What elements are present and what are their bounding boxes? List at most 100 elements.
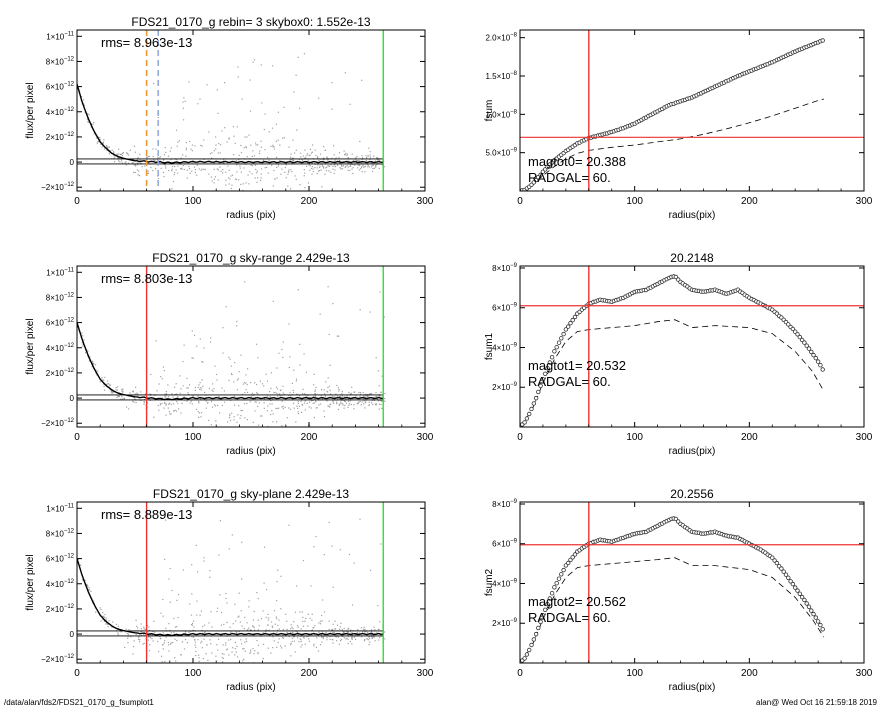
scatter-point <box>257 405 259 407</box>
scatter-point <box>250 649 252 651</box>
y-tick-label: −2×10−12 <box>41 654 75 664</box>
scatter-point <box>357 164 359 166</box>
axes-frame <box>519 265 865 428</box>
scatter-point <box>323 416 326 418</box>
scatter-point <box>191 622 194 624</box>
scatter-point <box>105 623 107 625</box>
scatter-point <box>168 623 170 625</box>
scatter-point <box>289 408 291 410</box>
scatter-point <box>281 647 283 649</box>
scatter-point <box>215 405 217 407</box>
scatter-point <box>270 145 272 147</box>
scatter-point <box>348 553 350 556</box>
scatter-point <box>122 390 124 392</box>
scatter-point <box>378 628 380 631</box>
scatter-point <box>277 569 279 571</box>
scatter-point <box>207 659 209 661</box>
scatter-point <box>376 395 378 398</box>
scatter-point <box>186 169 188 171</box>
scatter-point <box>174 172 176 174</box>
scatter-point <box>136 393 138 395</box>
scatter-point <box>160 167 162 169</box>
x-tick-label: 300 <box>417 668 434 679</box>
scatter-point <box>178 408 180 410</box>
scatter-point <box>125 161 127 163</box>
scatter-point <box>242 648 244 650</box>
scatter-point <box>335 162 337 164</box>
profile-line <box>77 322 384 401</box>
scatter-point <box>228 138 230 140</box>
scatter-point <box>315 154 317 157</box>
scatter-point <box>243 167 245 169</box>
scatter-point <box>364 171 366 173</box>
scatter-point <box>306 153 309 155</box>
scatter-point <box>100 620 102 622</box>
y-tick-label: 2×10−12 <box>46 368 75 378</box>
scatter-point <box>338 157 340 159</box>
scatter-point <box>230 175 232 177</box>
scatter-point <box>292 628 294 630</box>
scatter-point <box>350 634 352 636</box>
scatter-point <box>369 154 371 156</box>
scatter-point <box>157 404 159 407</box>
scatter-point <box>195 650 197 653</box>
scatter-point <box>225 642 227 644</box>
scatter-point <box>125 628 127 630</box>
scatter-point <box>248 600 250 602</box>
scatter-point <box>225 644 227 646</box>
scatter-point <box>332 303 334 305</box>
scatter-point <box>210 643 212 645</box>
scatter-point <box>98 140 100 142</box>
chart-title: 20.2148 <box>670 251 714 265</box>
scatter-point <box>167 641 169 644</box>
scatter-point <box>149 393 151 395</box>
scatter-point <box>311 162 313 164</box>
scatter-point <box>240 144 242 147</box>
scatter-point <box>292 159 294 162</box>
scatter-point <box>304 187 306 189</box>
scatter-point <box>332 642 334 644</box>
scatter-point <box>331 628 333 631</box>
scatter-point <box>135 165 137 167</box>
scatter-point <box>288 407 290 409</box>
scatter-point <box>253 610 255 613</box>
curve-point <box>786 575 791 580</box>
scatter-point <box>177 165 179 167</box>
scatter-point <box>168 402 170 404</box>
scatter-point <box>183 396 185 398</box>
scatter-point <box>262 632 264 634</box>
scatter-point <box>128 629 130 631</box>
scatter-point <box>329 406 331 408</box>
footer-path: /data/alan/fds2/FDS21_0170_g_fsumplot1 <box>4 698 154 707</box>
scatter-point <box>344 166 346 168</box>
scatter-point <box>107 626 109 628</box>
scatter-point <box>249 110 252 112</box>
scatter-point <box>370 631 373 633</box>
scatter-point <box>297 411 299 413</box>
curve-point <box>559 572 564 577</box>
scatter-point <box>223 633 225 636</box>
y-tick-label: 6×10−12 <box>46 318 75 328</box>
scatter-point <box>184 631 186 633</box>
scatter-point <box>337 636 339 638</box>
scatter-point <box>138 175 141 177</box>
scatter-point <box>337 395 339 397</box>
scatter-point <box>276 177 278 179</box>
y-tick-label: 6×10−9 <box>492 303 518 313</box>
scatter-point <box>86 118 88 120</box>
scatter-point <box>198 384 200 386</box>
scatter-point <box>291 162 293 165</box>
scatter-point <box>381 407 383 409</box>
scatter-point <box>379 395 381 397</box>
scatter-point <box>352 160 354 162</box>
scatter-point <box>222 352 224 354</box>
scatter-point <box>362 628 365 630</box>
scatter-point <box>253 627 255 629</box>
scatter-point <box>263 407 265 409</box>
scatter-point <box>89 356 91 358</box>
scatter-point <box>108 153 111 155</box>
scatter-point <box>331 545 333 547</box>
scatter-point <box>374 632 376 635</box>
scatter-point <box>351 643 353 645</box>
